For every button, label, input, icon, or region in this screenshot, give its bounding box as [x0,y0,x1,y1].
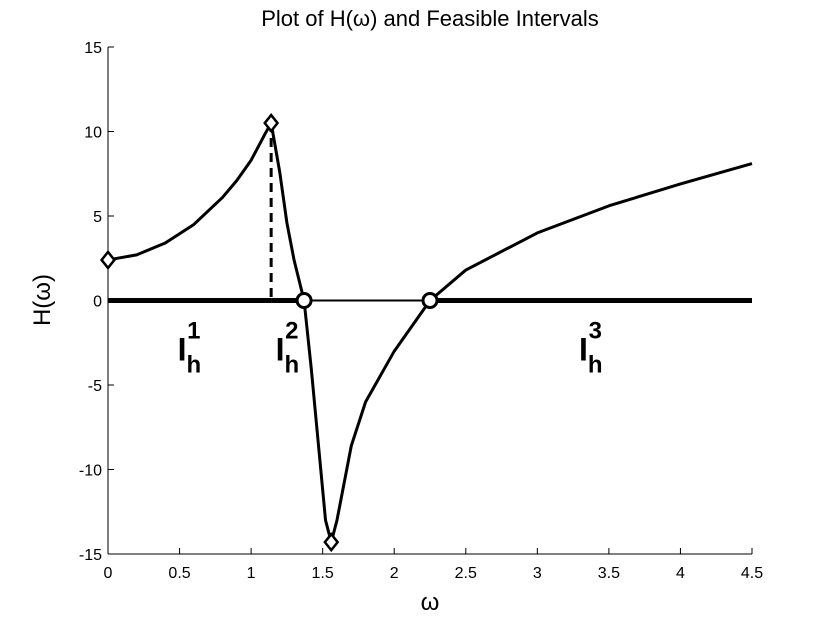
interval-main: I [276,332,285,368]
curve [107,121,753,544]
interval-sub: h [284,352,299,379]
x-tick-label: 4 [676,565,685,582]
x-tick-label: 0 [104,565,113,582]
interval-label: Ih 2 [276,318,300,379]
x-tick-label: 3.5 [598,565,620,582]
extremum-marker [323,532,340,553]
y-tick-label: -15 [79,547,102,564]
y-tick-label: -5 [88,378,102,395]
chart-title: Plot of H(ω) and Feasible Intervals [261,6,599,31]
interval-sup: 3 [589,318,602,345]
x-axis-label: ω [421,589,440,616]
x-tick-label: 2.5 [455,565,477,582]
y-tick-label: 15 [84,40,102,57]
x-tick-label: 1 [247,565,256,582]
root-marker [295,292,313,309]
interval-sup: 1 [187,318,200,345]
extremum-marker [99,249,117,270]
interval-main: I [178,332,187,368]
x-tick-label: 4.5 [741,565,763,582]
x-tick-label: 2 [390,565,399,582]
interval-label: Ih 3 [579,318,603,379]
x-tick-label: 3 [533,565,542,582]
extremum-marker [263,113,280,134]
interval-label: Ih 1 [178,318,202,379]
y-tick-label: 5 [93,209,102,226]
interval-sup: 2 [285,318,298,345]
x-tick-label: 1.5 [312,565,334,582]
y-tick-label: 10 [84,125,102,142]
y-axis-label: H(ω) [29,274,56,326]
y-tick-label: 0 [93,294,102,311]
interval-sub: h [588,352,603,379]
interval-sub: h [186,352,201,379]
root-marker [421,292,439,309]
x-tick-label: 0.5 [168,565,190,582]
interval-main: I [579,332,588,368]
y-tick-label: -10 [79,463,102,480]
